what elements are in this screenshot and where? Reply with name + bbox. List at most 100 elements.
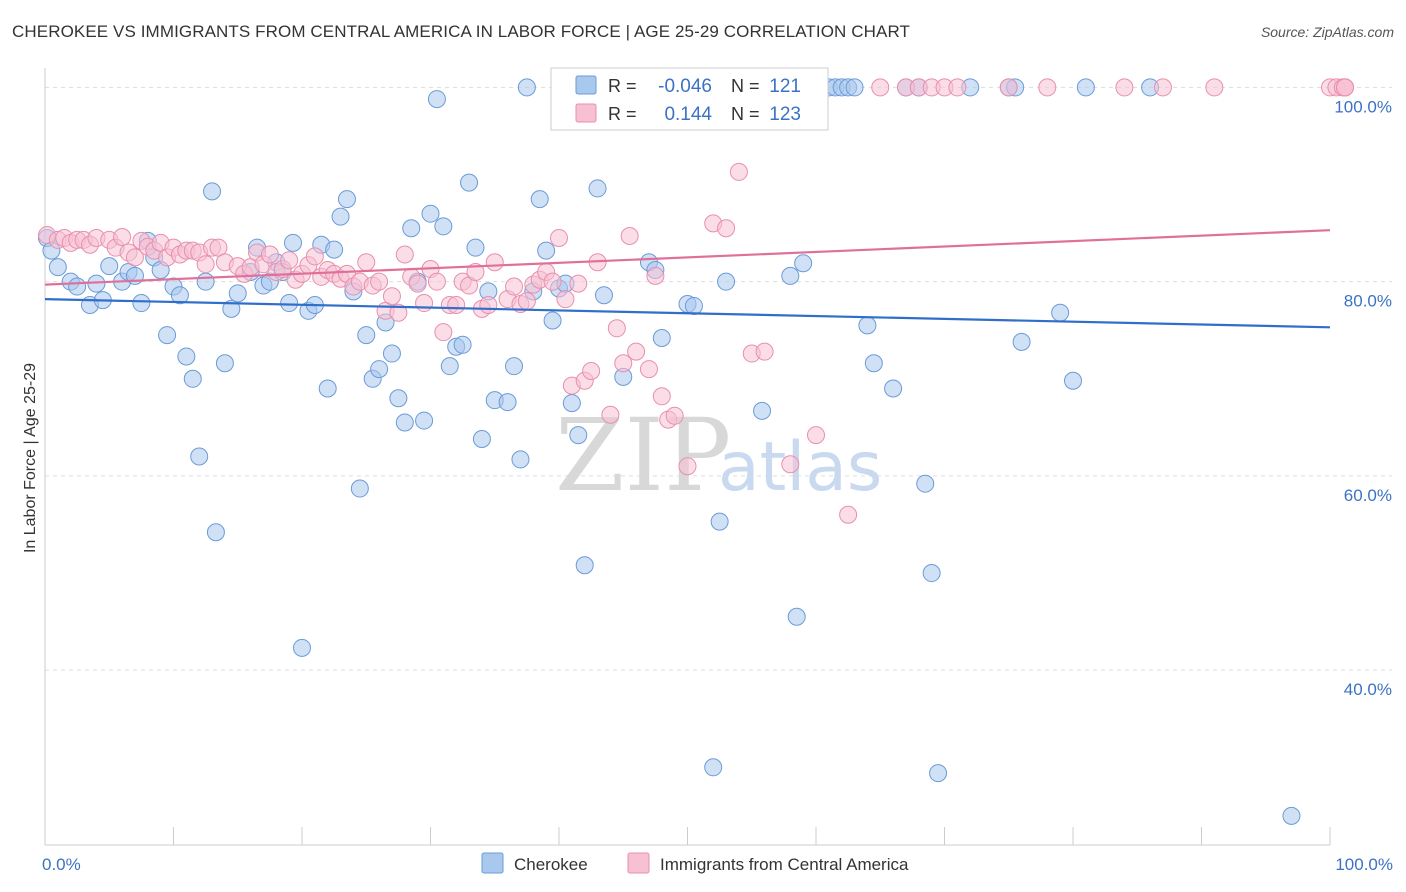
legend-immigrants-swatch [627, 852, 650, 874]
cherokee-point-97 [781, 266, 800, 285]
immigrants-point-92 [665, 406, 684, 425]
cherokee-point-61 [453, 335, 472, 354]
cherokee-point-52 [395, 413, 414, 432]
cherokee-point-42 [331, 207, 350, 226]
cherokee-point-43 [337, 190, 356, 209]
cherokee-point-73 [537, 241, 556, 260]
stats-pink-n-value: 123 [769, 104, 801, 125]
immigrants-point-87 [627, 342, 646, 361]
cherokee-point-24 [206, 523, 225, 542]
immigrants-point-53 [395, 245, 414, 264]
x-tick-label-end: 100.0% [1335, 855, 1393, 874]
cherokee-point-121 [1282, 806, 1301, 825]
immigrants-point-56 [415, 294, 434, 313]
immigrants-point-86 [620, 227, 639, 246]
cherokee-point-23 [203, 182, 222, 201]
cherokee-point-107 [884, 379, 903, 398]
immigrants-point-102 [871, 78, 890, 97]
stats-box-frame [550, 67, 829, 131]
immigrants-trend-line [44, 229, 1331, 286]
cherokee-point-116 [1012, 332, 1031, 351]
cherokee-point-26 [222, 299, 241, 318]
cherokee-point-45 [350, 479, 369, 498]
cherokee-point-19 [177, 347, 196, 366]
immigrants-point-84 [607, 319, 626, 338]
watermark: ZIP atlas [555, 397, 882, 514]
cherokee-point-58 [434, 217, 453, 236]
immigrants-point-81 [582, 362, 601, 381]
cherokee-point-40 [318, 379, 337, 398]
immigrants-point-12 [125, 248, 144, 267]
cherokee-point-16 [158, 326, 177, 345]
immigrants-point-98 [755, 342, 774, 361]
axes [44, 68, 1331, 846]
immigrants-point-32 [260, 245, 279, 264]
immigrants-point-96 [729, 162, 748, 181]
immigrants-point-108 [999, 78, 1018, 97]
cherokee-point-88 [684, 296, 703, 315]
immigrants-point-71 [517, 292, 536, 311]
cherokee-point-55 [415, 411, 434, 430]
chart-source: Source: ZipAtlas.com [1260, 24, 1394, 40]
y-tick-label-60: 60.0% [1344, 486, 1392, 505]
cherokee-point-80 [588, 179, 607, 198]
immigrants-point-76 [550, 228, 568, 247]
cherokee-point-89 [704, 758, 723, 777]
immigrants-point-111 [1153, 78, 1172, 97]
cherokee-point-62 [460, 173, 479, 192]
y-tick-label-80: 80.0% [1344, 292, 1392, 311]
cherokee-point-18 [170, 286, 189, 305]
cherokee-point-53 [402, 219, 421, 238]
cherokee-point-104 [845, 78, 864, 97]
immigrants-point-55 [408, 274, 427, 293]
cherokee-point-111 [922, 564, 941, 583]
cherokee-point-110 [916, 474, 935, 493]
stats-pink-r-label: R = [608, 104, 637, 124]
immigrants-point-100 [807, 426, 825, 445]
immigrants-point-61 [447, 295, 466, 314]
cherokee-point-20 [183, 369, 202, 388]
cherokee-point-2 [48, 258, 67, 277]
stats-pink-r-value: 0.144 [664, 104, 712, 125]
immigrants-point-39 [305, 247, 324, 266]
cherokee-point-105 [858, 316, 877, 335]
immigrants-point-47 [357, 253, 376, 272]
immigrants-point-66 [479, 295, 498, 314]
cherokee-point-117 [1051, 303, 1070, 322]
legend-immigrants-label: Immigrants from Central America [660, 855, 909, 874]
cherokee-point-63 [466, 238, 485, 257]
legend-cherokee-label: Cherokee [514, 855, 588, 874]
stats-pink-swatch [575, 103, 597, 123]
immigrants-point-83 [601, 405, 620, 424]
immigrants-point-69 [505, 277, 524, 296]
legend: Cherokee Immigrants from Central America [481, 852, 909, 874]
cherokee-point-74 [543, 311, 562, 330]
stats-box: R = -0.046 N = 121 R = 0.144 N = 123 [550, 67, 829, 131]
stats-blue-r-value: -0.046 [658, 76, 712, 97]
stats-blue-n-label: N = [731, 76, 760, 96]
immigrants-point-118 [1336, 78, 1354, 97]
cherokee-point-35 [284, 233, 303, 252]
cherokee-point-90 [710, 512, 729, 531]
cherokee-point-56 [421, 204, 440, 223]
cherokee-point-41 [325, 240, 344, 259]
x-tick-label-start: 0.0% [42, 855, 81, 874]
y-tick-label-40: 40.0% [1344, 680, 1392, 699]
stats-blue-n-value: 121 [769, 76, 801, 97]
stats-blue-r-label: R = [608, 76, 637, 96]
cherokee-point-86 [652, 329, 671, 348]
stats-pink-n-label: N = [731, 104, 760, 124]
immigrants-point-49 [370, 272, 389, 291]
immigrants-point-95 [717, 219, 736, 238]
watermark-zip: ZIP [555, 397, 731, 514]
stats-blue-swatch [575, 75, 597, 95]
cherokee-point-77 [562, 394, 581, 413]
immigrants-points [38, 78, 1354, 524]
immigrants-point-109 [1038, 78, 1057, 97]
watermark-atlas: atlas [718, 428, 882, 507]
cherokee-point-98 [787, 607, 806, 626]
immigrants-point-79 [569, 274, 588, 293]
cherokee-point-48 [370, 360, 389, 379]
cherokee-point-21 [190, 447, 209, 466]
